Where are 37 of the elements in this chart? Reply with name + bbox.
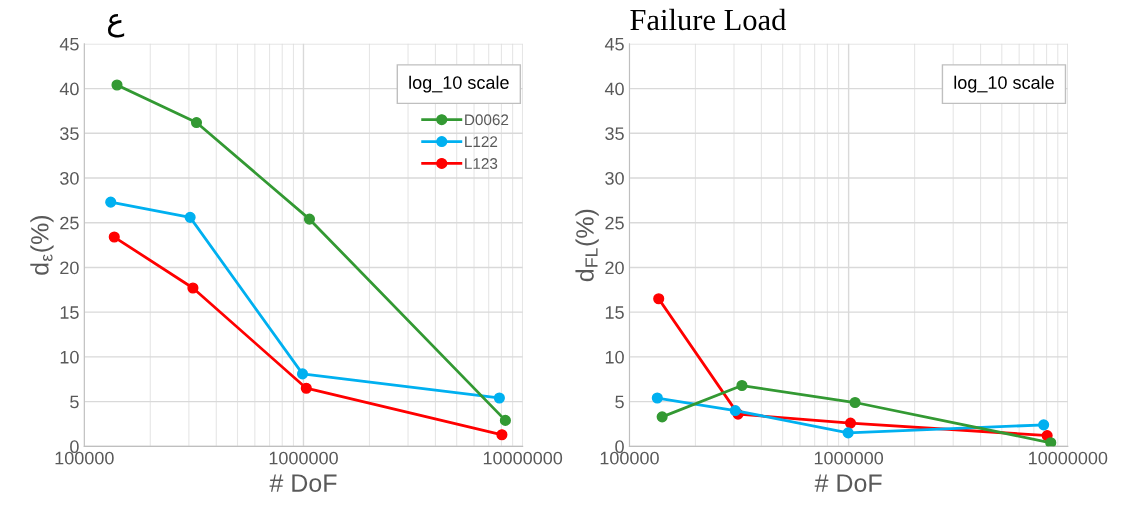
y-tick-label: 30: [605, 171, 624, 185]
legend-label: D0062: [465, 114, 509, 126]
y-tick-label: 20: [60, 261, 79, 275]
y-axis-title: d$_{FL}$(%): [575, 209, 599, 282]
y-tick-label: 30: [60, 171, 79, 185]
y-tick-label: 40: [604, 82, 624, 96]
annotation: log_10 scale: [954, 75, 1054, 93]
x-tick-label: 10000000: [483, 451, 563, 465]
y-tick-label: 0: [70, 440, 79, 454]
x-tick-label: 100000: [600, 451, 659, 465]
y-tick-label: 10: [60, 350, 79, 364]
y-tick-label: 45: [59, 37, 79, 51]
y-tick-label: 25: [60, 216, 79, 230]
y-tick-label: 15: [605, 306, 624, 319]
chart-title: ع: [107, 14, 125, 38]
annotation: log_10 scale: [409, 75, 509, 93]
y-tick-label: 5: [70, 395, 79, 409]
y-tick-label: 10: [605, 350, 624, 364]
y-tick-label: 20: [605, 261, 624, 275]
y-tick-label: 35: [605, 127, 624, 141]
y-tick-label: 45: [604, 37, 624, 51]
y-tick-label: 15: [60, 306, 79, 319]
x-tick-label: 100000: [55, 451, 114, 465]
x-tick-label: 1000000: [814, 451, 884, 465]
chart-title: Failure Load: [630, 8, 787, 31]
x-tick-label: 10000000: [1029, 451, 1108, 465]
x-axis-title: # DoF: [814, 474, 882, 492]
y-axis-title: d$_{ε}$(%): [30, 215, 54, 275]
legend-label: L122: [465, 136, 498, 147]
y-tick-label: 25: [605, 216, 624, 230]
legend-label: L123: [465, 158, 498, 169]
y-tick-label: 5: [615, 395, 624, 409]
y-tick-label: 40: [59, 82, 79, 96]
y-tick-label: 35: [60, 127, 79, 141]
x-tick-label: 1000000: [269, 451, 338, 465]
y-tick-label: 0: [615, 440, 624, 454]
x-axis-title: # DoF: [269, 474, 337, 492]
